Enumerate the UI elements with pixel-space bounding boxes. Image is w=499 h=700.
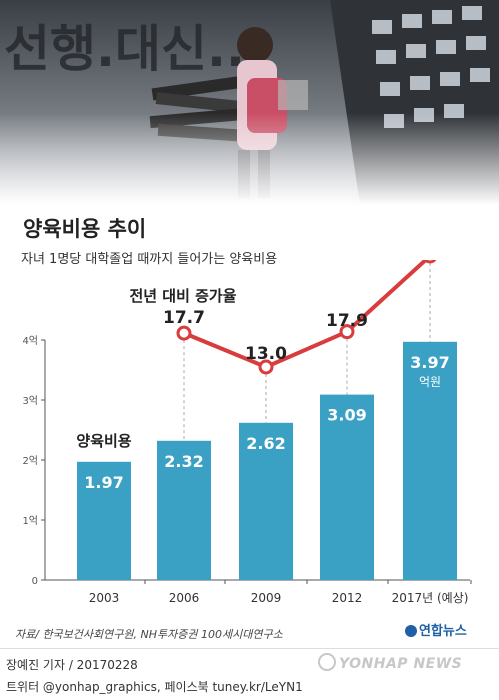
- bar-value-label: 3.97: [410, 353, 449, 372]
- y-tick-label: 4억: [22, 335, 38, 347]
- bar-value-label: 3.09: [327, 406, 366, 425]
- x-tick-label: 2012: [332, 591, 363, 605]
- bar-value-label: 1.97: [84, 473, 123, 492]
- y-tick-label: 2억: [22, 455, 38, 467]
- reporter-credit: 장예진 기자 / 20170228: [6, 658, 138, 672]
- growth-value-label: 17.7: [163, 308, 205, 328]
- growth-point: [339, 324, 355, 340]
- watermark-text: YONHAP NEWS: [339, 656, 463, 672]
- bar: [77, 461, 131, 580]
- bar: [157, 440, 211, 580]
- chart-title: 양육비용 추이: [23, 217, 147, 241]
- bar-series-label: 양육비용: [76, 432, 131, 450]
- header-photo: 선행.대신...: [0, 0, 499, 205]
- x-tick-label: 2009: [251, 591, 282, 605]
- growth-series-label: 전년 대비 증가율: [129, 287, 236, 305]
- y-tick-label: 3억: [22, 395, 38, 407]
- bar: [320, 394, 374, 580]
- divider: [0, 648, 499, 649]
- growth-point: [423, 260, 437, 264]
- growth-point: [176, 325, 192, 341]
- source-note: 자료/ 한국보건사회연구원, NH투자증권 100세시대연구소: [15, 628, 283, 641]
- x-tick-label: 2017년 (예상): [392, 591, 469, 605]
- growth-point: [258, 359, 274, 375]
- yonhap-logo-icon: [405, 625, 417, 637]
- y-tick-label: 0: [32, 576, 38, 587]
- growth-value-label: 13.0: [245, 344, 287, 364]
- social-links: 트위터 @yonhap_graphics, 페이스북 tuney.kr/LeYN…: [6, 680, 303, 694]
- growth-line: [183, 260, 429, 369]
- bar-unit-label: 억원: [419, 375, 441, 389]
- growth-value-label: 17.9: [326, 311, 368, 331]
- yonhap-logo: 연합뉴스: [405, 620, 467, 639]
- bar-value-label: 2.62: [246, 434, 285, 453]
- x-tick-label: 2003: [89, 591, 120, 605]
- chart-subtitle: 자녀 1명당 대학졸업 때까지 들어가는 양육비용: [21, 252, 278, 267]
- watermark: YONHAP NEWS: [318, 653, 462, 672]
- chart: 0 1억 2억 3억 4억 2003 2006 2009 2012 2017년 (예상) 1.97 2…: [22, 260, 472, 605]
- y-tick-label: 1억: [22, 515, 38, 527]
- x-tick-label: 2006: [169, 591, 200, 605]
- bar: [239, 422, 293, 580]
- watermark-icon: [318, 653, 336, 671]
- bar-value-label: 2.32: [164, 452, 203, 471]
- bar: [403, 341, 457, 580]
- yonhap-logo-text: 연합뉴스: [419, 624, 467, 639]
